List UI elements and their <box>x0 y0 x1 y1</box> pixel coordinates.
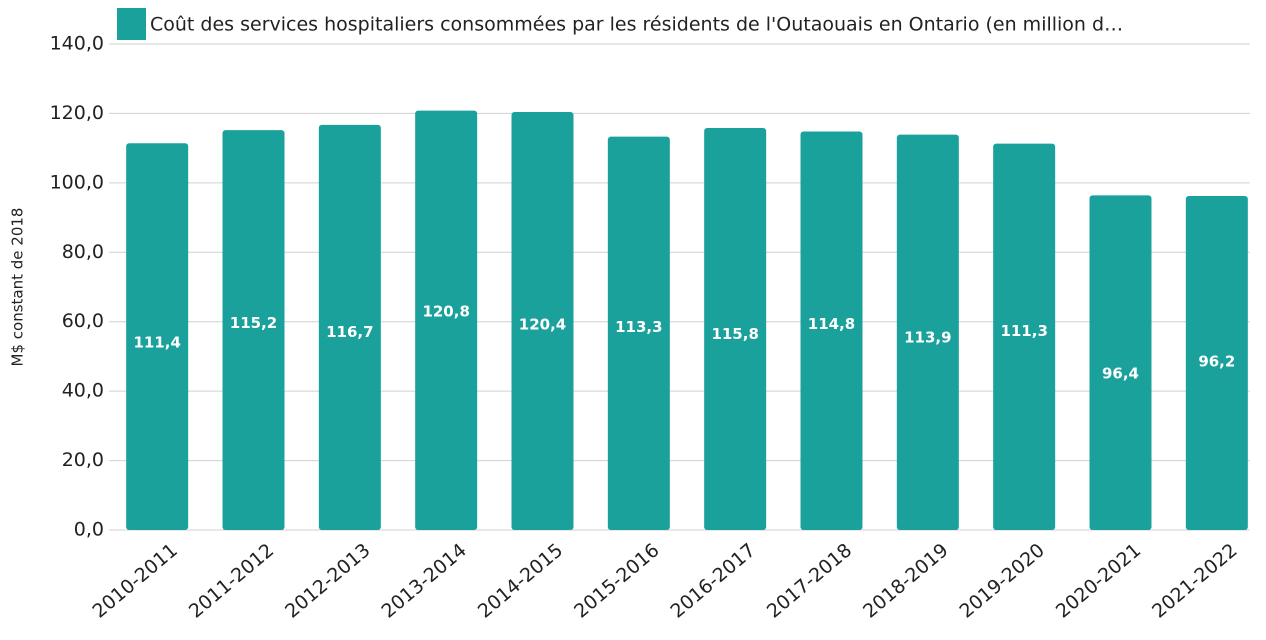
value-label: 113,9 <box>904 329 951 347</box>
y-tick-label: 120,0 <box>50 102 104 124</box>
bar <box>993 143 1056 530</box>
x-tick-label: 2019-2020 <box>955 539 1048 622</box>
x-tick-label: 2020-2021 <box>1052 539 1145 622</box>
bar <box>800 131 863 531</box>
value-label: 114,8 <box>808 315 855 333</box>
y-tick-label: 0,0 <box>74 519 104 541</box>
bar <box>415 110 478 530</box>
y-tick-label: 140,0 <box>50 33 104 55</box>
bar <box>222 130 285 530</box>
x-tick-label: 2015-2016 <box>570 539 663 622</box>
y-tick-label: 40,0 <box>62 380 104 402</box>
bar <box>704 128 767 530</box>
bar <box>1089 195 1152 530</box>
y-tick-label: 20,0 <box>62 449 104 471</box>
value-label: 111,4 <box>133 334 180 352</box>
x-tick-label: 2016-2017 <box>666 539 759 622</box>
bar <box>896 134 959 530</box>
y-tick-label: 60,0 <box>62 310 104 332</box>
value-label: 96,2 <box>1198 353 1235 371</box>
bar <box>318 124 381 531</box>
value-label: 115,8 <box>711 325 758 343</box>
bar <box>511 112 574 530</box>
y-axis-label: M$ constant de 2018 <box>9 208 27 367</box>
x-tick-label: 2017-2018 <box>763 539 856 622</box>
value-label: 120,8 <box>422 303 469 321</box>
legend-swatch <box>117 8 146 40</box>
x-tick-label: 2011-2012 <box>185 539 278 622</box>
x-tick-label: 2018-2019 <box>859 539 952 622</box>
value-label: 115,2 <box>230 314 277 332</box>
value-label: 113,3 <box>615 318 662 336</box>
value-label: 116,7 <box>326 323 373 341</box>
y-tick-label: 100,0 <box>50 171 104 193</box>
y-tick-label: 80,0 <box>62 241 104 263</box>
x-tick-label: 2021-2022 <box>1148 539 1241 622</box>
x-tick-label: 2012-2013 <box>281 539 374 622</box>
bar <box>126 143 189 531</box>
value-label: 111,3 <box>1000 322 1047 340</box>
bar <box>607 136 670 531</box>
legend-label: Coût des services hospitaliers consommée… <box>150 14 1123 36</box>
value-label: 120,4 <box>519 315 566 333</box>
x-tick-label: 2010-2011 <box>88 539 181 622</box>
bar <box>1185 196 1248 530</box>
x-tick-label: 2013-2014 <box>377 539 470 622</box>
x-tick-label: 2014-2015 <box>474 539 567 622</box>
value-label: 96,4 <box>1102 364 1139 382</box>
